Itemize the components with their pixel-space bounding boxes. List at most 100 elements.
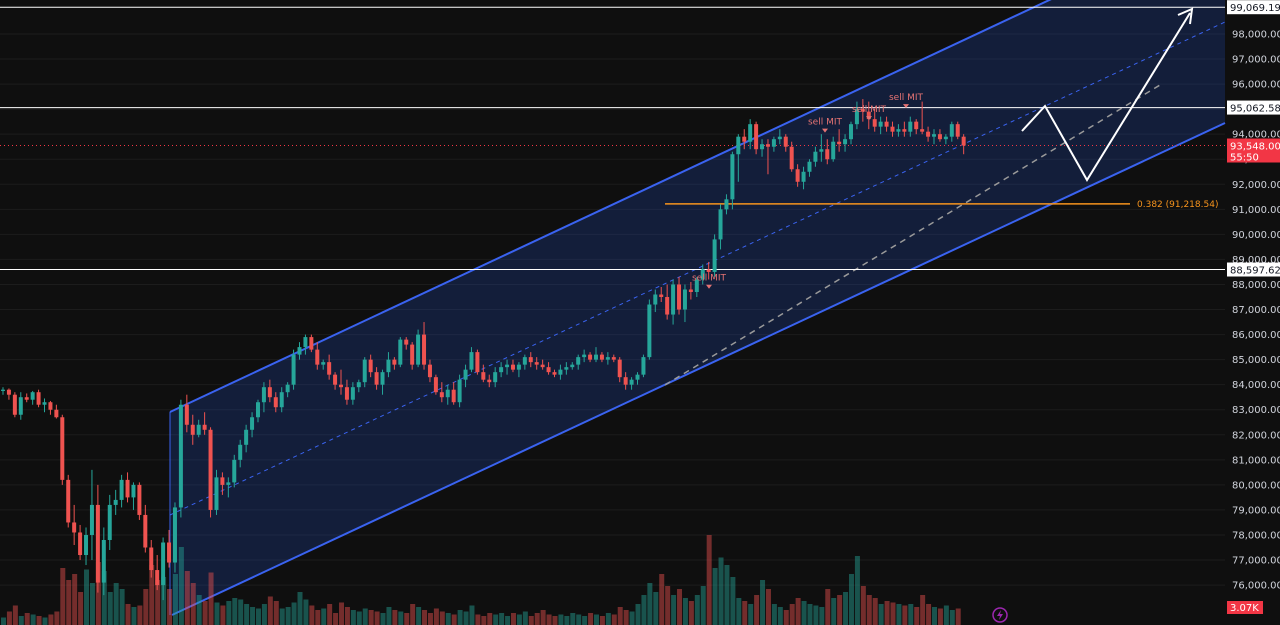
candle: [356, 379, 361, 393]
candle-body: [540, 364, 545, 368]
candle-body: [611, 357, 616, 360]
candle-body: [481, 372, 486, 380]
price-tick-label: 91,000.00: [1232, 205, 1280, 216]
volume-bar: [481, 616, 487, 625]
candle-body: [682, 289, 687, 310]
volume-bar: [617, 607, 623, 625]
candle-body: [321, 362, 326, 365]
volume-bar: [623, 610, 629, 625]
volume-bar: [682, 598, 688, 625]
candle: [297, 342, 302, 360]
candle-body: [131, 484, 136, 498]
volume-bar: [528, 616, 534, 625]
volume-badge: [1227, 601, 1263, 614]
candle-body: [84, 534, 89, 556]
candle: [825, 139, 830, 165]
candle-body: [564, 367, 569, 370]
volume-bar: [760, 580, 766, 625]
candle: [546, 362, 551, 375]
candle: [754, 121, 759, 155]
candle: [392, 357, 397, 370]
candle-body: [854, 109, 859, 125]
candle-body: [760, 144, 765, 150]
candle-body: [101, 539, 106, 583]
price-tick-label: 84,000.00: [1232, 380, 1280, 391]
candle: [214, 469, 219, 515]
sell-mit-arrow: [903, 104, 909, 109]
candle-body: [30, 392, 35, 400]
candle-body: [617, 359, 622, 378]
candle-body: [813, 151, 818, 162]
candle-body: [196, 424, 201, 435]
candle: [914, 119, 919, 135]
candle: [368, 354, 373, 378]
candle: [89, 469, 94, 561]
candle: [196, 419, 201, 438]
candle: [244, 424, 249, 453]
candle: [439, 382, 444, 403]
candle: [878, 116, 883, 135]
candle-body: [647, 304, 652, 358]
volume-bar: [244, 604, 250, 625]
volume-badge-label: 3.07K: [1230, 603, 1259, 614]
volume-bar: [190, 583, 196, 625]
candle: [860, 99, 865, 122]
volume-bar: [647, 583, 653, 625]
volume-bar: [202, 601, 208, 625]
candle: [505, 359, 510, 375]
candle-body: [795, 169, 800, 182]
candle-body: [878, 121, 883, 127]
candle-body: [297, 347, 302, 355]
volume-bar: [279, 608, 285, 625]
price-tick-label: 97,000.00: [1232, 55, 1280, 66]
candle: [920, 101, 925, 135]
candle-body: [285, 384, 290, 393]
volume-bar: [914, 607, 920, 625]
volume-bar: [949, 610, 955, 625]
candle: [119, 474, 124, 508]
volume-bar: [410, 604, 416, 625]
candle-body: [178, 404, 183, 508]
volume-bar: [1, 617, 6, 625]
candle-body: [706, 269, 711, 272]
volume-bar: [854, 556, 860, 625]
candle-body: [72, 522, 77, 533]
volume-bar: [819, 607, 825, 625]
lightning-icon[interactable]: [992, 607, 1008, 623]
candle: [422, 322, 427, 370]
candle-body: [825, 149, 830, 160]
candle-body: [552, 372, 557, 375]
volume-bar: [582, 616, 588, 625]
candle-body: [499, 367, 504, 373]
candle: [172, 502, 177, 573]
price-tick-label: 92,000.00: [1232, 180, 1280, 191]
candle-body: [599, 354, 604, 360]
candle-body: [932, 134, 937, 137]
volume-bar: [777, 607, 783, 625]
candle: [629, 377, 634, 390]
candle-body: [232, 459, 237, 483]
candle-body: [641, 357, 646, 375]
candle-body: [463, 369, 468, 380]
volume-bar: [932, 607, 938, 625]
volume-bar: [84, 569, 90, 625]
candle: [309, 334, 314, 353]
candle-body: [730, 154, 735, 200]
candle: [202, 412, 207, 435]
volume-bar: [267, 596, 273, 625]
candle-body: [427, 364, 432, 378]
candle-body: [582, 354, 587, 358]
candle-body: [671, 284, 676, 315]
volume-bars: [1, 535, 961, 625]
price-tick-label: 87,000.00: [1232, 305, 1280, 316]
candle-body: [6, 389, 11, 395]
candle: [641, 354, 646, 378]
volume-bar: [866, 595, 872, 625]
candle-body: [226, 482, 231, 485]
volume-bar: [599, 616, 605, 625]
candle: [42, 398, 47, 413]
candle-body: [848, 124, 853, 140]
candle: [398, 337, 403, 368]
